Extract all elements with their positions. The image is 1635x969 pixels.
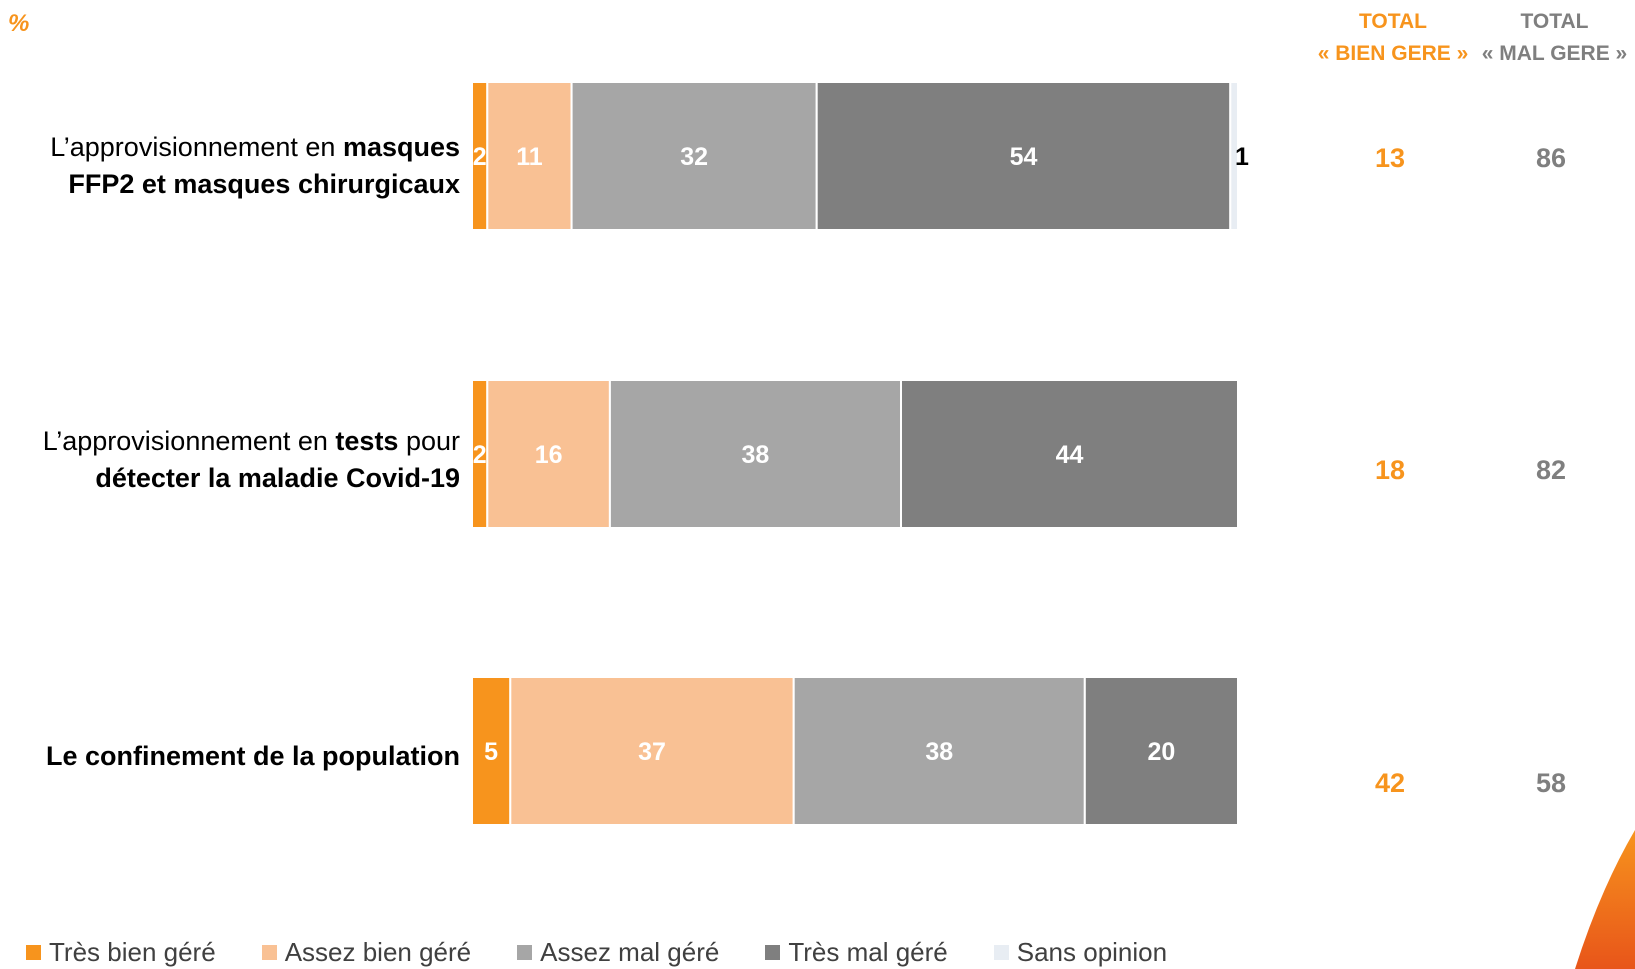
data-label-assez-mal-row-2: 38 [741,441,769,469]
total-bien-gere-header: TOTAL « BIEN GERE » [1313,6,1473,70]
data-label-tres-bien-row-1: 2 [473,143,487,171]
data-label-assez-mal-row-1: 32 [680,143,708,171]
legend-label-tres-mal: Très mal géré [788,936,948,967]
legend-item-assez-mal: Assez mal géré [517,937,719,968]
data-label-tres-mal-row-3: 20 [1147,738,1175,766]
bar-segment-tres-mal-row-3 [1083,676,1240,826]
data-label-tres-bien-row-3: 5 [484,738,498,766]
total-bien-gere-row-3: 42 [1374,768,1406,798]
data-label-tres-mal-row-1: 54 [1010,143,1038,171]
bar-segment-assez-mal-row-3 [792,676,1086,826]
total-mal-gere-row-3: 58 [1535,768,1567,798]
stacked-bar-chart: 2 11 32 54 1 2 16 38 44 5 37 38 20 [471,81,1249,826]
row-label-masques-part3: FFP2 et masques chirurgicaux [68,169,460,199]
legend-item-assez-bien: Assez bien géré [261,936,472,968]
brand-corner-decoration [1575,830,1635,969]
legend-swatch-tres-mal [765,944,781,960]
row-label-masques: L’approvisionnement en masques FFP2 et m… [0,129,460,203]
bar-segment-tres-mal-row-1 [815,81,1232,231]
legend-label-assez-mal: Assez mal géré [540,936,720,967]
row-label-tests-part1: L’approvisionnement en [42,426,336,456]
total-mal-gere-header-line1: TOTAL [1520,10,1589,33]
legend-swatch-assez-mal [517,944,533,960]
row-label-tests-part2: tests [335,426,399,456]
legend-swatch-assez-bien [261,944,277,960]
bar-segment-assez-bien-row-1 [486,81,573,231]
legend-item-tres-bien: Très bien géré [26,937,216,968]
bar-segment-assez-mal-row-2 [608,379,903,529]
row-label-confinement: Le confinement de la population [0,738,460,775]
row-label-tests-part4: détecter la maladie Covid-19 [95,463,460,493]
chart-legend: Très bien géré Assez bien géré Assez mal… [26,935,1213,969]
legend-item-tres-mal: Très mal géré [765,936,948,968]
total-bien-gere-row-1: 13 [1374,143,1406,173]
data-label-assez-bien-row-3: 37 [638,738,666,766]
row-label-masques-part2: masques [342,132,460,162]
data-label-assez-bien-row-1: 11 [516,143,543,171]
legend-item-sans-opinion: Sans opinion [993,936,1168,968]
data-label-sans-opinion-row-1: 1 [1235,143,1249,171]
total-mal-gere-header-line2: « MAL GERE » [1481,42,1628,65]
bar-segment-assez-mal-row-1 [570,81,818,231]
legend-label-assez-bien: Assez bien géré [284,936,472,967]
total-mal-gere-row-2: 82 [1535,455,1567,485]
percent-unit-label: % [8,10,30,37]
data-label-assez-bien-row-2: 16 [535,441,563,469]
total-bien-gere-row-2: 18 [1374,455,1406,485]
legend-label-sans-opinion: Sans opinion [1016,936,1168,967]
row-label-tests-part3: pour [398,426,460,456]
legend-label-tres-bien: Très bien géré [49,936,216,967]
legend-swatch-sans-opinion [993,944,1009,960]
total-mal-gere-row-1: 86 [1535,143,1567,173]
data-label-tres-bien-row-2: 2 [473,441,487,469]
row-label-tests: L’approvisionnement en tests pour détect… [0,423,460,497]
row-label-confinement-part1: Le confinement de la population [45,741,460,771]
bar-segment-tres-bien-row-3 [471,676,512,826]
data-label-assez-mal-row-3: 38 [925,738,953,766]
row-label-masques-part1: L’approvisionnement en [50,132,343,162]
data-label-tres-mal-row-2: 44 [1056,441,1084,469]
total-mal-gere-header: TOTAL « MAL GERE » [1474,6,1635,70]
bar-segment-assez-bien-row-2 [486,379,611,529]
bar-segment-assez-bien-row-3 [509,676,795,826]
total-bien-gere-header-line2: « BIEN GERE » [1317,42,1469,65]
bar-segment-sans-opinion-row-1 [1229,81,1240,231]
bar-segment-tres-mal-row-2 [900,379,1239,529]
total-bien-gere-header-line1: TOTAL [1358,10,1428,33]
legend-swatch-tres-bien [26,944,41,960]
